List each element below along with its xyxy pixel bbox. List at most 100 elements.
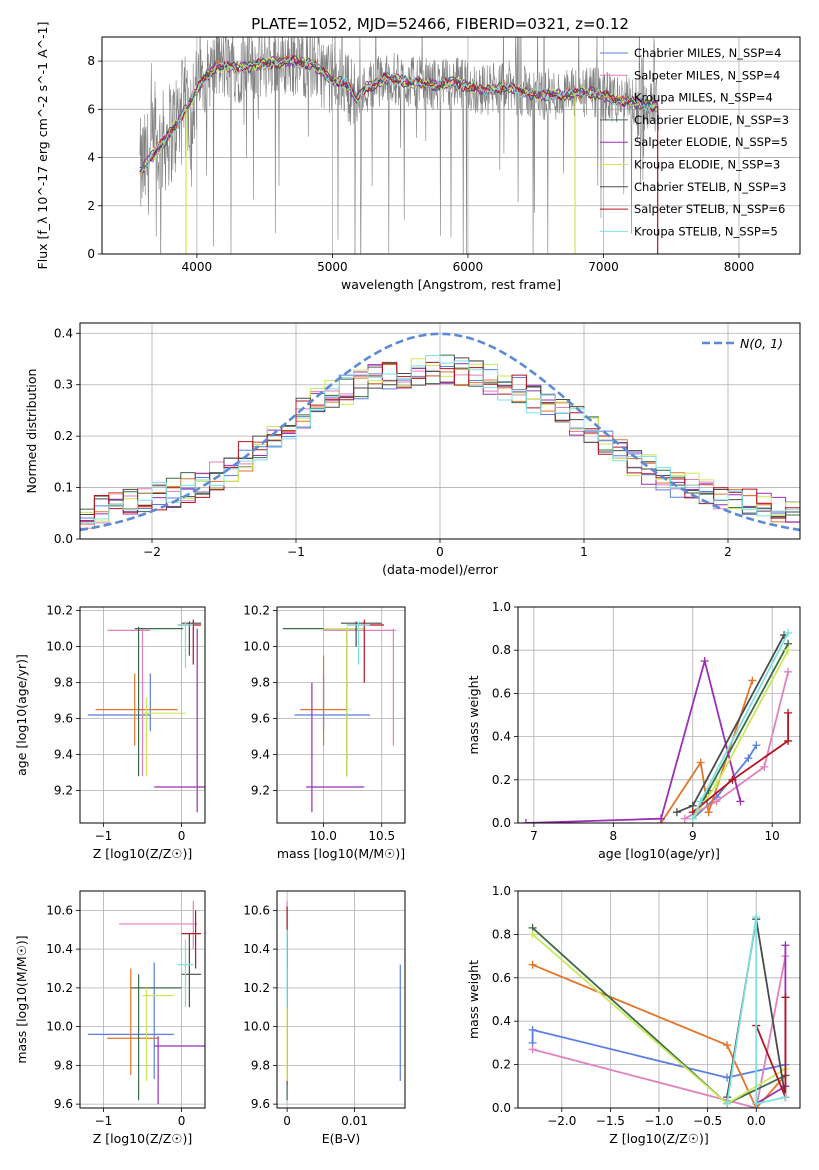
y-tick-label: 9.4 (54, 748, 73, 762)
legend-label: Kroupa MILES, N_SSP=4 (634, 91, 773, 105)
x-tick-label: 9 (689, 829, 697, 843)
weight-series (680, 667, 793, 823)
weight-marker (704, 808, 713, 817)
y-tick-label: 0.6 (492, 686, 511, 700)
error-bar-point (154, 628, 205, 813)
weight-line (660, 680, 754, 823)
weight-marker (656, 814, 665, 823)
y-tick-label: 9.4 (251, 748, 270, 762)
y-tick-label: 10.0 (243, 1020, 270, 1034)
residual-histogram (80, 361, 800, 539)
mass-vs-metallicity-panel: −1 0 9.6 9.8 10.0 10.2 10.4 10.6 Z [log10(Z/Z☉)]… (14, 890, 206, 1146)
weight-line (684, 671, 789, 820)
weight-marker (752, 913, 761, 922)
error-bar-point (107, 628, 151, 777)
y-tick-label: 0.2 (54, 429, 73, 443)
x-axis-label: (data-model)/error (382, 562, 499, 577)
error-bar-point (95, 673, 178, 746)
y-tick-label: 10.6 (46, 903, 73, 917)
y-tick-label: 10.2 (46, 981, 73, 995)
y-tick-label: 9.8 (54, 1058, 73, 1072)
weight-marker (736, 797, 745, 806)
age-vs-metallicity-panel: −1 0 9.2 9.4 9.6 9.8 10.0 10.2 Z [log10(Z/Z☉)] ag… (14, 604, 206, 861)
axes-frame (517, 606, 801, 824)
x-tick-label: 0 (178, 1114, 186, 1128)
error-bar-point (177, 939, 194, 1008)
y-tick-label: 9.8 (54, 676, 73, 690)
y-tick-label: 0.6 (492, 971, 511, 985)
weight-vs-age-panel: 7 8 9 10 0.0 0.2 0.4 0.6 0.8 1.0 age [log10(age/yr… (466, 600, 801, 861)
error-bar-point (142, 697, 186, 777)
legend-label: N(0, 1) (740, 336, 783, 351)
plot-area (286, 900, 401, 1101)
weight-marker (528, 960, 537, 969)
y-tick-label: 0.2 (492, 1058, 511, 1072)
weight-line (532, 955, 787, 1108)
error-bar-point (142, 987, 174, 1081)
weight-marker (680, 814, 689, 823)
y-tick-label: 0.3 (54, 378, 73, 392)
weight-vs-metallicity-panel: −2.0 −1.5 −1.0 −0.5 0.0 0.0 0.2 0.4 0.6 0.8 1.0 Z [… (466, 884, 801, 1146)
y-tick-label: 10.6 (243, 903, 270, 917)
weight-marker (781, 941, 790, 950)
x-tick-label: −0.5 (693, 1114, 722, 1128)
weight-marker (784, 708, 793, 717)
legend: Chabrier MILES, N_SSP=4 Salpeter MILES, N… (600, 46, 789, 238)
model-spectrum-line (139, 55, 658, 171)
weight-marker (688, 814, 697, 823)
x-axis-label: mass [log10(M/M☉)] (277, 846, 405, 861)
error-bar-point (181, 910, 202, 969)
y-tick-label: 4 (87, 151, 95, 165)
x-tick-label: 0.01 (341, 1114, 368, 1128)
weight-marker (712, 797, 721, 806)
model-spectrum-line (139, 55, 658, 172)
x-tick-label: 0 (178, 829, 186, 843)
spectrum-panel: 4000 5000 6000 7000 8000 0 2 4 6 8 wavelength [Ang… (35, 22, 801, 292)
x-axis-label: Z [log10(Z/Z☉)] (609, 1131, 709, 1146)
x-tick-label: 7000 (588, 260, 619, 274)
plot-area (80, 332, 800, 539)
y-tick-label: 10.2 (46, 604, 73, 618)
y-tick-label: 10.4 (243, 942, 270, 956)
y-tick-label: 10.2 (243, 604, 270, 618)
x-tick-label: 4000 (182, 260, 213, 274)
y-tick-label: 0.2 (492, 773, 511, 787)
legend-label: Salpeter ELODIE, N_SSP=5 (634, 135, 788, 149)
y-tick-label: 0.4 (492, 730, 511, 744)
plot-area (87, 900, 205, 1105)
x-tick-label: −2.0 (547, 1114, 576, 1128)
weight-marker (752, 1099, 761, 1108)
y-tick-label: 9.6 (54, 1097, 73, 1111)
weight-marker (784, 667, 793, 676)
x-tick-label: 2 (724, 545, 732, 559)
y-axis-label: Normed distribution (24, 369, 39, 494)
legend-label: Chabrier ELODIE, N_SSP=3 (634, 113, 789, 127)
y-tick-label: 6 (87, 102, 95, 116)
grid (80, 891, 205, 1108)
x-tick-label: −2 (143, 545, 161, 559)
x-axis-label: Z [log10(Z/Z☉)] (93, 1131, 193, 1146)
y-axis-label: mass weight (466, 960, 481, 1039)
legend-label: Salpeter STELIB, N_SSP=6 (634, 202, 785, 216)
legend: N(0, 1) (702, 336, 783, 351)
y-tick-label: 9.8 (251, 676, 270, 690)
weight-line (726, 916, 786, 1105)
weight-series (723, 913, 790, 1108)
weight-marker (723, 1041, 732, 1050)
legend-label: Kroupa STELIB, N_SSP=5 (634, 224, 778, 238)
legend-label: Chabrier STELIB, N_SSP=3 (634, 180, 786, 194)
plot-area (528, 913, 790, 1108)
y-tick-label: 2 (87, 199, 95, 213)
x-tick-label: 8000 (724, 260, 755, 274)
weight-marker (752, 741, 761, 750)
weight-marker (728, 775, 737, 784)
plot-area (139, 37, 660, 254)
plot-area (521, 628, 793, 823)
y-tick-label: 9.6 (251, 1097, 270, 1111)
mass-vs-ebv-panel: 0 0.01 9.6 9.8 10.0 10.2 10.4 10.6 E(B-V) (243, 890, 406, 1146)
weight-marker (672, 808, 681, 817)
weight-marker (528, 1025, 537, 1034)
y-tick-label: 1.0 (492, 600, 511, 614)
x-tick-label: −1.5 (596, 1114, 625, 1128)
x-axis-label: age [log10(age/yr)] (598, 846, 720, 861)
